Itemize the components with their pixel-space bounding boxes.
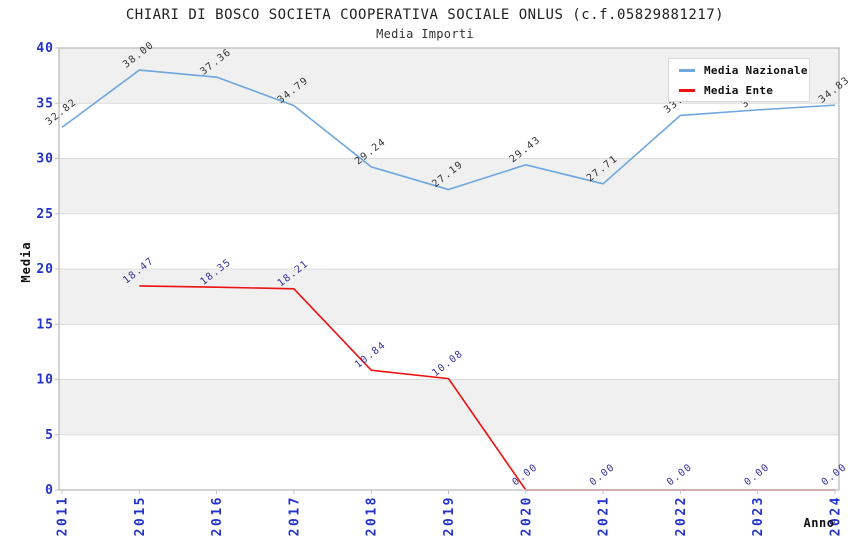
plot-band (59, 158, 839, 214)
y-tick-label: 30 (36, 152, 54, 167)
x-tick-label: 2015 (133, 495, 148, 536)
x-tick-label: 2019 (442, 495, 457, 536)
chart-title: CHIARI DI BOSCO SOCIETA COOPERATIVA SOCI… (125, 7, 725, 23)
x-tick-label: 2018 (365, 495, 380, 536)
chart-subtitle: Media Importi (376, 27, 474, 41)
x-tick-label: 2011 (56, 495, 71, 536)
legend-swatch-media-ente (679, 88, 695, 92)
y-tick-label: 25 (36, 207, 54, 222)
y-tick-label: 15 (36, 317, 54, 332)
x-axis-title: Anno (804, 516, 835, 530)
plot-band (59, 269, 839, 325)
y-tick-label: 35 (36, 96, 54, 111)
y-tick-label: 20 (36, 262, 54, 277)
x-tick-label: 2020 (519, 495, 534, 536)
point-label: 0.00 (742, 462, 772, 488)
y-tick-label: 40 (36, 41, 54, 56)
y-tick-label: 5 (45, 428, 54, 443)
legend-item-media-ente: Media Ente (679, 84, 809, 97)
point-label: 0.00 (820, 462, 850, 488)
x-tick-label: 2017 (287, 495, 302, 536)
x-tick-label: 2022 (674, 495, 689, 536)
y-axis-title: Media (19, 241, 33, 282)
y-tick-label: 0 (45, 483, 54, 498)
legend: Media Nazionale Media Ente (668, 58, 810, 102)
point-label: 0.00 (665, 462, 695, 488)
x-tick-label: 2024 (829, 495, 844, 536)
x-tick-label: 2016 (210, 495, 225, 536)
point-label: 0.00 (588, 462, 618, 488)
point-label: 10.84 (353, 340, 388, 371)
legend-item-media-nazionale: Media Nazionale (679, 64, 809, 77)
point-label: 10.08 (430, 348, 465, 379)
series-line-media-nazionale (61, 69, 836, 191)
x-tick-label: 2021 (597, 495, 612, 536)
legend-label-media-ente: Media Ente (704, 83, 774, 97)
plot-band (59, 379, 839, 435)
legend-label-media-nazionale: Media Nazionale (704, 63, 808, 77)
y-tick-label: 10 (36, 373, 54, 388)
point-label: 0.00 (510, 462, 540, 488)
x-tick-label: 2023 (751, 495, 766, 536)
legend-swatch-media-nazionale (679, 68, 695, 72)
